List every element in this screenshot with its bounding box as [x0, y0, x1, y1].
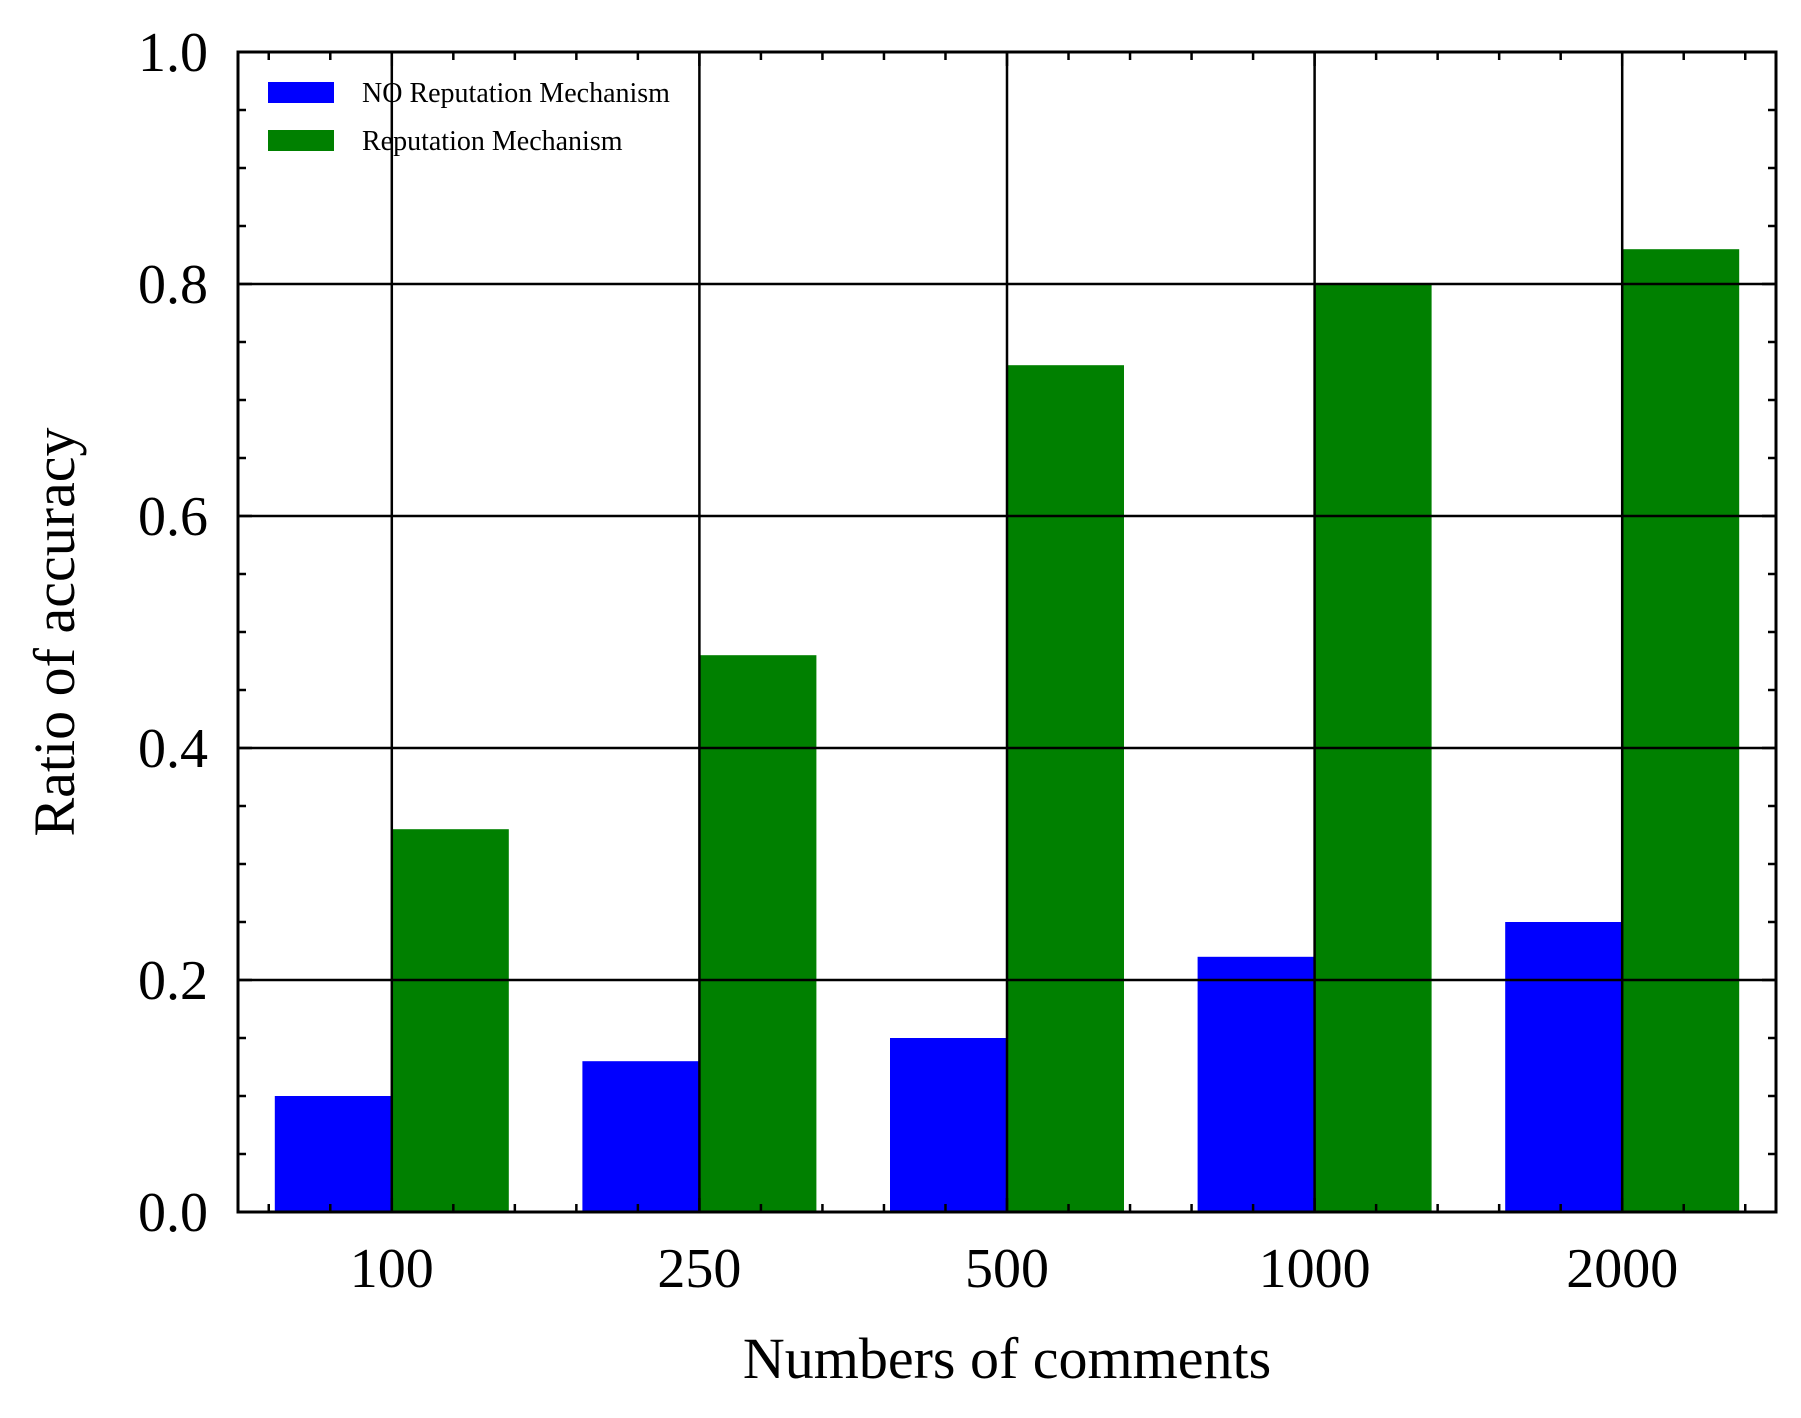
- x-tick-label: 500: [965, 1238, 1049, 1300]
- x-tick-label: 250: [657, 1238, 741, 1300]
- legend-label-no-reputation: NO Reputation Mechanism: [362, 78, 670, 109]
- legend-swatch-no-reputation: [268, 82, 334, 103]
- bar-no-reputation-2000: [1505, 922, 1623, 1212]
- legend-label-reputation: Reputation Mechanism: [362, 126, 623, 157]
- y-tick-label: 0.8: [138, 254, 208, 316]
- bar-reputation-2000: [1622, 249, 1740, 1212]
- y-tick-label: 0.6: [138, 486, 208, 548]
- y-axis-label: Ratio of accuracy: [22, 427, 87, 836]
- bar-no-reputation-250: [582, 1061, 700, 1212]
- x-tick-label: 1000: [1259, 1238, 1371, 1300]
- x-tick-label: 100: [350, 1238, 434, 1300]
- x-tick-labels: 100 250 500 1000 2000: [350, 1238, 1678, 1300]
- y-tick-label: 0.4: [138, 718, 208, 780]
- bar-no-reputation-100: [274, 1096, 392, 1212]
- grid-lines: [238, 52, 1776, 1212]
- axis-ticks: [238, 50, 1776, 1214]
- y-tick-label: 1.0: [138, 22, 208, 84]
- bar-no-reputation-1000: [1197, 956, 1315, 1212]
- legend-swatch-reputation: [268, 130, 334, 151]
- bar-reputation-250: [699, 655, 817, 1212]
- bar-reputation-500: [1007, 365, 1124, 1212]
- bar-no-reputation-500: [890, 1038, 1007, 1212]
- y-tick-labels: 0.0 0.2 0.4 0.6 0.8 1.0: [138, 22, 208, 1244]
- x-tick-label: 2000: [1566, 1238, 1678, 1300]
- y-tick-label: 0.2: [138, 950, 208, 1012]
- legend: NO Reputation Mechanism Reputation Mechan…: [268, 78, 670, 157]
- y-tick-label: 0.0: [138, 1182, 208, 1244]
- x-axis-label: Numbers of comments: [743, 1326, 1271, 1391]
- bar-reputation-100: [391, 829, 509, 1212]
